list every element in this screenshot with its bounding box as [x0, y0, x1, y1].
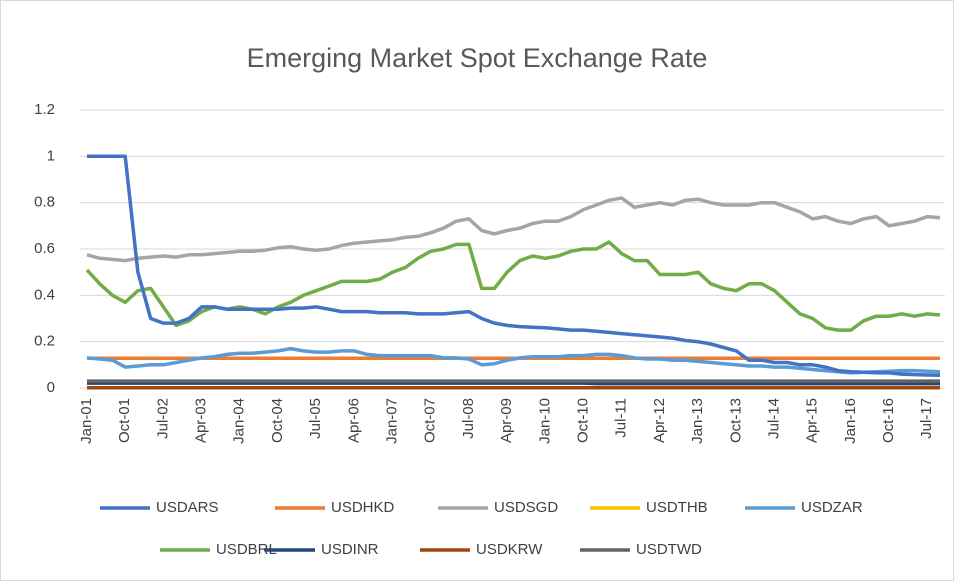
x-tick-label: Jul-08	[460, 398, 477, 439]
x-tick-label: Jan-01	[78, 398, 95, 444]
legend-label: USDSGD	[494, 499, 558, 516]
series-line	[86, 196, 941, 263]
legend-label: USDKRW	[476, 541, 543, 558]
x-tick-label: Apr-15	[804, 398, 821, 443]
chart-title: Emerging Market Spot Exchange Rate	[247, 43, 708, 73]
legend-label: USDZAR	[801, 499, 863, 516]
y-tick-label: 0.2	[34, 333, 55, 350]
x-tick-label: Jan-04	[231, 398, 248, 444]
x-tick-label: Apr-09	[498, 398, 515, 443]
x-tick-label: Oct-13	[727, 398, 744, 443]
x-tick-label: Apr-03	[193, 398, 210, 443]
x-tick-label: Oct-16	[880, 398, 897, 443]
x-tick-label: Jul-14	[765, 398, 782, 439]
y-tick-label: 1.2	[34, 101, 55, 118]
x-tick-label: Jul-11	[613, 398, 630, 438]
legend-label: USDTWD	[636, 541, 702, 558]
x-tick-label: Oct-07	[422, 398, 439, 443]
x-tick-label: Jul-17	[918, 398, 935, 439]
y-tick-label: 1	[47, 147, 55, 164]
x-tick-label: Jul-02	[154, 398, 171, 439]
y-tick-label: 0.8	[34, 194, 55, 211]
series-line	[86, 346, 941, 375]
legend-label: USDHKD	[331, 499, 395, 516]
x-tick-label: Oct-04	[269, 398, 286, 443]
legend-label: USDBRL	[216, 541, 277, 558]
x-tick-label: Jan-07	[384, 398, 401, 444]
x-tick-label: Apr-12	[651, 398, 668, 443]
legend-label: USDARS	[156, 499, 219, 516]
series-line	[87, 381, 940, 386]
x-tick-label: Apr-06	[345, 398, 362, 443]
x-tick-label: Jan-10	[536, 398, 553, 444]
x-tick-label: Oct-01	[116, 398, 133, 443]
x-tick-label: Oct-10	[574, 398, 591, 443]
x-tick-label: Jan-13	[689, 398, 706, 444]
y-tick-label: 0.4	[34, 286, 55, 303]
series-line	[87, 154, 941, 378]
x-tick-label: Jul-05	[307, 398, 324, 439]
x-tick-label: Jan-16	[842, 398, 859, 444]
legend-label: USDTHB	[646, 499, 708, 516]
y-tick-label: 0	[47, 379, 55, 396]
y-tick-label: 0.6	[34, 240, 55, 257]
legend-label: USDINR	[321, 541, 379, 558]
